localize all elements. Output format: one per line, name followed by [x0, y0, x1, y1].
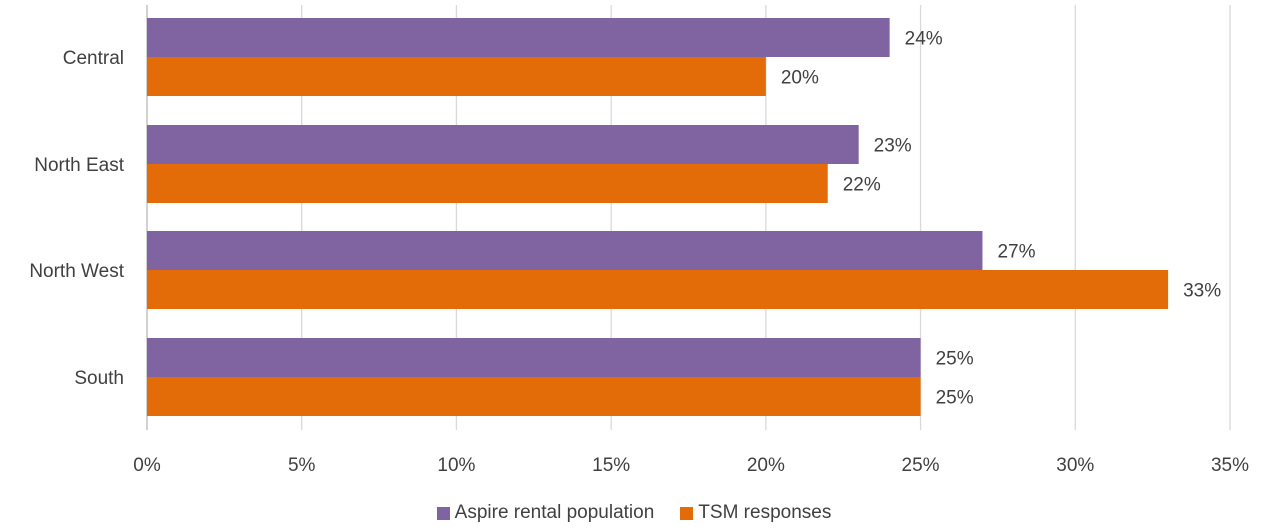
data-label: 22% [843, 175, 881, 196]
legend: Aspire rental population TSM responses [0, 501, 1268, 525]
legend-item-aspire[interactable]: Aspire rental population [436, 502, 655, 524]
data-label: 25% [936, 388, 974, 409]
data-label: 20% [781, 68, 819, 89]
category-label: Central [63, 48, 124, 69]
legend-swatch-aspire [436, 506, 450, 520]
legend-swatch-tsm [680, 506, 694, 520]
x-tick-label: 35% [1211, 455, 1249, 476]
data-label: 33% [1183, 281, 1221, 302]
x-tick-labels: 0% 5% 10% 15% 20% 25% 30% 35% [133, 455, 1249, 476]
bar-tsm [147, 57, 766, 96]
bar-aspire [147, 125, 859, 164]
category-labels: Central North East North West South [29, 48, 124, 389]
legend-label-aspire: Aspire rental population [454, 502, 655, 523]
bar-tsm [147, 270, 1169, 309]
data-labels: 24% 20% 23% 22% 27% 33% 25% 25% [781, 29, 1221, 409]
x-tick-label: 5% [288, 455, 316, 476]
x-tick-label: 20% [747, 455, 785, 476]
category-label: North West [29, 261, 124, 282]
data-label: 25% [936, 349, 974, 370]
data-label: 24% [905, 29, 943, 50]
bar-tsm [147, 164, 828, 203]
category-label: South [74, 368, 124, 389]
bars [147, 18, 1169, 416]
bar-chart: 24% 20% 23% 22% 27% 33% 25% 25% Central North Ea… [29, 5, 1249, 476]
data-label: 27% [997, 242, 1035, 263]
bar-tsm [147, 377, 921, 416]
legend-item-tsm[interactable]: TSM responses [680, 502, 831, 524]
x-tick-label: 25% [902, 455, 940, 476]
x-tick-label: 0% [133, 455, 161, 476]
bar-aspire [147, 18, 890, 57]
data-label: 23% [874, 136, 912, 157]
bar-aspire [147, 231, 983, 270]
x-tick-label: 15% [592, 455, 630, 476]
legend-label-tsm: TSM responses [698, 502, 832, 523]
x-tick-label: 10% [437, 455, 475, 476]
x-tick-label: 30% [1056, 455, 1094, 476]
category-label: North East [34, 155, 124, 176]
bar-aspire [147, 338, 921, 377]
